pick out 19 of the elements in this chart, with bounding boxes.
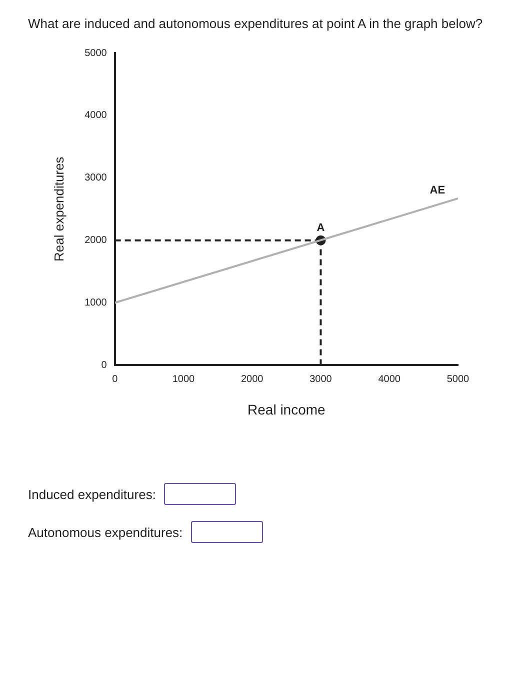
x-tick-label: 4000 [378,374,401,385]
annotation: AE [430,184,446,196]
y-tick-label: 4000 [84,110,108,122]
x-tick-label: 1000 [172,374,196,385]
x-tick-label: 5000 [446,374,470,385]
y-tick-label: 3000 [84,172,108,184]
text: Induced expenditures: [28,486,156,502]
y-tick-label: 1000 [84,298,108,309]
y-tick-label: 5000 [84,48,108,59]
chart-title: What are induced and autonomous expenditures at point A in the graph below? [27,15,484,33]
y-axis-title: Real expenditures [51,156,66,262]
y-tick-label: 2000 [84,235,108,246]
x-tick-label: 0 [112,374,118,385]
y-tick-label: 0 [101,360,108,371]
x-axis-title: Real income [248,401,326,418]
x-tick-label: 3000 [310,374,332,385]
text: Autonomous expenditures: [28,524,183,540]
x-tick-label: 2000 [240,374,264,385]
annotation: A [316,222,325,234]
